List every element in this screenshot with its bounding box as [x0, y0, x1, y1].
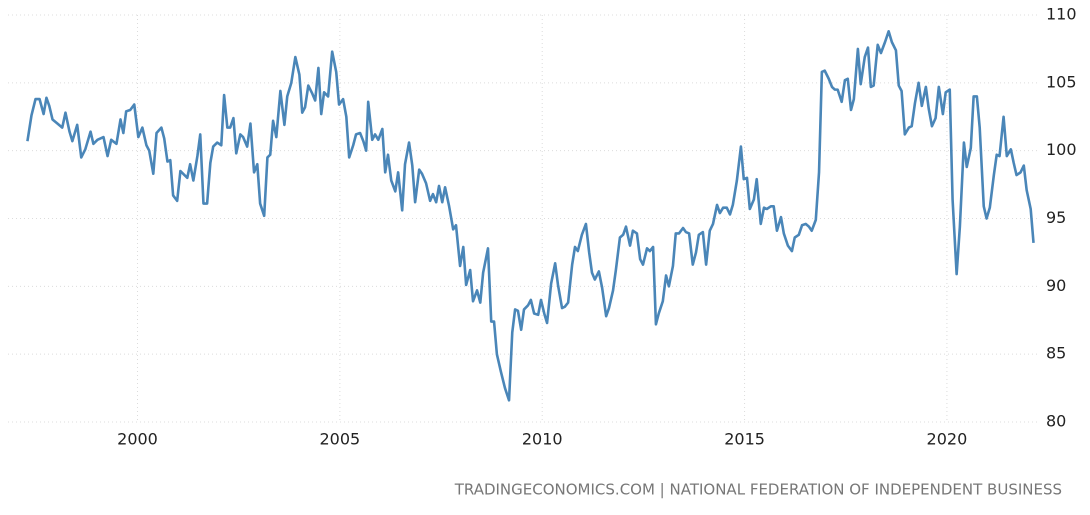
y-tick-label: 90: [1046, 276, 1066, 295]
data-line: [26, 29, 1035, 402]
x-tick-label: 2015: [724, 430, 765, 449]
y-tick-label: 95: [1046, 208, 1066, 227]
y-tick-label: 100: [1046, 140, 1077, 159]
x-tick-label: 2010: [522, 430, 563, 449]
source: TRADINGECONOMICS.COM | NATIONAL FEDERATI…: [454, 481, 1062, 499]
x-tick-label: 2000: [117, 430, 158, 449]
y-tick-label: 110: [1046, 5, 1077, 24]
y-tick-label: 85: [1046, 344, 1066, 363]
x-tick-label: 2020: [927, 430, 968, 449]
x-tick-label: 2005: [319, 430, 360, 449]
y-tick-label: 80: [1046, 412, 1066, 431]
y-tick-label: 105: [1046, 72, 1077, 91]
